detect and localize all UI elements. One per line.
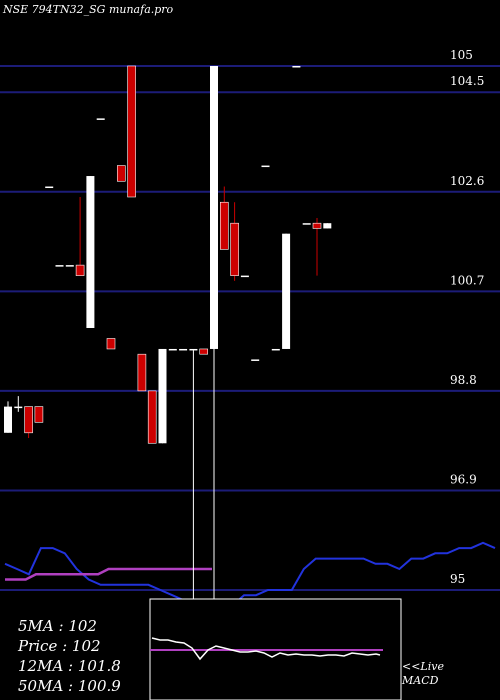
- chart-title: NSE 794TN32_SG munafa.pro: [3, 3, 174, 16]
- candle-body: [168, 348, 177, 351]
- candle-body: [65, 265, 74, 267]
- candle-body: [127, 65, 136, 198]
- gridlines: [0, 65, 500, 591]
- candle-body: [312, 222, 322, 229]
- candle-body: [292, 66, 301, 68]
- y-tick-label: 100.7: [450, 273, 484, 287]
- ma-short-line: [4, 541, 496, 607]
- candle-body: [45, 186, 54, 189]
- candle-body: [189, 348, 198, 351]
- macd-title: MACD: [402, 674, 439, 687]
- candle-body: [179, 348, 188, 351]
- candle-body: [24, 406, 33, 434]
- candle-body: [96, 118, 105, 120]
- macd-label: <<Live MACD: [402, 660, 444, 688]
- candle-body: [158, 348, 167, 444]
- stat-12ma: 12MA : 101.8: [18, 657, 121, 675]
- candle-body: [137, 353, 147, 392]
- macd-live-label: <<Live: [402, 660, 444, 673]
- candle-body: [106, 338, 116, 350]
- candle-body: [14, 406, 23, 409]
- stat-price: Price : 102: [18, 637, 101, 655]
- y-tick-label: 104.5: [450, 74, 484, 88]
- y-tick-labels: 105 104.5 102.6 100.7 98.8 96.9 95: [450, 48, 484, 586]
- candle-body: [199, 348, 208, 355]
- candle-body: [323, 223, 332, 229]
- macd-line: [151, 637, 381, 661]
- y-tick-label: 98.8: [450, 373, 477, 387]
- stat-5ma: 5MA : 102: [18, 617, 97, 635]
- y-tick-label: 102.6: [450, 174, 484, 188]
- candle-body: [86, 176, 95, 328]
- indicator-lines: [4, 541, 496, 607]
- candle-body: [302, 223, 311, 225]
- candle-body: [34, 406, 44, 423]
- candles: [4, 65, 332, 601]
- stats-panel: 5MA : 102 Price : 102 12MA : 101.8 50MA …: [18, 616, 121, 696]
- candle-body: [282, 233, 291, 349]
- candle-body: [220, 201, 229, 250]
- candle-body: [147, 390, 157, 444]
- candle-body: [210, 66, 218, 349]
- candle-body: [75, 264, 85, 276]
- candle-body: [271, 348, 280, 351]
- y-tick-label: 95: [450, 572, 465, 586]
- y-tick-label: 96.9: [450, 472, 477, 486]
- candle-body: [240, 275, 249, 278]
- y-tick-label: 105: [450, 48, 473, 62]
- macd-panel: [149, 598, 402, 700]
- stat-50ma: 50MA : 100.9: [18, 677, 121, 695]
- candle-body: [261, 165, 270, 168]
- candle-body: [251, 359, 260, 361]
- candle-body: [55, 265, 64, 267]
- candle-body: [230, 222, 239, 276]
- ma-long-line: [5, 567, 212, 581]
- candle-body: [117, 165, 126, 182]
- candle-body: [4, 406, 12, 433]
